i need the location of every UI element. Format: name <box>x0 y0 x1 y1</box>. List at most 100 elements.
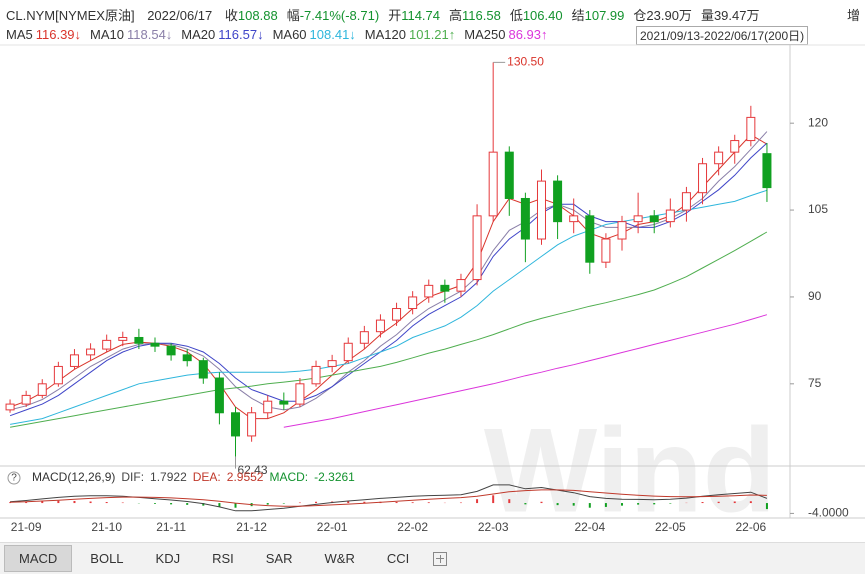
macd-bar <box>766 503 768 509</box>
help-text[interactable]: ? <box>11 473 17 484</box>
legend-value: 1.7922 <box>150 470 187 484</box>
candle-body <box>731 141 739 153</box>
candle-body <box>38 384 46 396</box>
legend-value: 2.9552 <box>227 470 264 484</box>
candle-body <box>151 343 159 346</box>
indicator-name: MACD(12,26,9) <box>32 470 115 484</box>
candle-body <box>425 285 433 297</box>
macd-title: MACD(12,26,9) DIF: 1.7922 DEA: 2.9552 MACD: -2… <box>32 470 355 484</box>
legend-name: DEA: <box>193 470 221 484</box>
tab[interactable]: BOLL <box>76 546 137 571</box>
y-tick-label: 90 <box>808 289 822 303</box>
x-tick-label: 22-05 <box>655 520 686 534</box>
macd-bar <box>718 502 720 503</box>
macd-bar <box>540 502 542 503</box>
candle-body <box>602 239 610 262</box>
x-tick-label: 21-12 <box>236 520 267 534</box>
tab[interactable]: CCI <box>373 546 423 571</box>
macd-bar <box>267 503 269 505</box>
y-tick-label: 105 <box>808 202 828 216</box>
candle-body <box>409 297 417 309</box>
candle-body <box>489 152 497 216</box>
ma-line <box>10 135 767 419</box>
candle-body <box>103 340 111 349</box>
macd-bar <box>524 503 526 504</box>
y-tick-label: -4.0000 <box>808 506 849 520</box>
legend-name: MACD: <box>269 470 308 484</box>
candle-body <box>22 395 30 404</box>
tab[interactable]: KDJ <box>142 546 195 571</box>
y-tick-label: 75 <box>808 376 822 390</box>
candle-body <box>457 280 465 292</box>
macd-bar <box>186 503 188 505</box>
x-tick-label: 21-09 <box>11 520 42 534</box>
macd-bar <box>508 499 510 503</box>
macd-bar <box>170 503 172 504</box>
x-tick-label: 21-11 <box>156 520 186 534</box>
macd-bar <box>460 503 462 504</box>
macd-bar <box>315 502 317 503</box>
x-tick-label: 22-01 <box>317 520 348 534</box>
tab[interactable]: SAR <box>252 546 307 571</box>
candle-body <box>537 181 545 239</box>
macd-bar <box>73 501 75 503</box>
candle-body <box>248 413 256 436</box>
macd-bar <box>557 503 559 505</box>
x-tick-label: 22-06 <box>735 520 766 534</box>
macd-bar <box>573 503 575 506</box>
legend-name: DIF: <box>121 470 144 484</box>
candle-body <box>215 378 223 413</box>
macd-bar <box>621 503 623 506</box>
candle-body <box>586 216 594 262</box>
candle-body <box>87 349 95 355</box>
add-tab[interactable] <box>433 552 447 566</box>
macd-bar <box>122 503 124 504</box>
candle-body <box>70 355 78 367</box>
x-tick-label: 22-04 <box>574 520 605 534</box>
macd-bar <box>428 502 430 503</box>
macd-bar <box>637 503 639 505</box>
candle-body <box>360 332 368 344</box>
legend-value: -2.3261 <box>314 470 355 484</box>
macd-bar <box>605 503 607 507</box>
candle-body <box>328 361 336 367</box>
candle-body <box>344 343 352 360</box>
macd-bar <box>750 501 752 503</box>
x-tick-label: 21-10 <box>91 520 122 534</box>
candle-body <box>199 361 207 378</box>
macd-bar <box>492 495 494 503</box>
x-tick-label: 22-02 <box>397 520 428 534</box>
candle-body <box>554 181 562 222</box>
candle-body <box>473 216 481 280</box>
ma-line <box>10 132 767 410</box>
candle-body <box>312 366 320 383</box>
candle-body <box>280 401 288 404</box>
y-tick-label: 120 <box>808 115 828 129</box>
candle-body <box>650 216 658 222</box>
macd-bar <box>653 503 655 504</box>
tab[interactable]: W&R <box>311 546 369 571</box>
macd-bar <box>396 502 398 503</box>
candle-body <box>264 401 272 413</box>
macd-bar <box>476 499 478 503</box>
ma-line <box>10 190 767 424</box>
max-label: 130.50 <box>507 55 544 69</box>
tab[interactable]: RSI <box>198 546 248 571</box>
candle-body <box>747 117 755 140</box>
tab[interactable]: MACD <box>4 545 72 572</box>
candle-body <box>634 216 642 222</box>
candle-body <box>6 404 14 410</box>
macd-bar <box>589 503 591 508</box>
macd-bar <box>702 502 704 503</box>
candle-body <box>119 337 127 340</box>
candle-body <box>376 320 384 332</box>
macd-bar <box>299 503 301 504</box>
macd-bar <box>283 503 285 504</box>
macd-bar <box>669 503 671 504</box>
candle-body <box>715 152 723 164</box>
x-tick-label: 22-03 <box>478 520 509 534</box>
macd-bar <box>154 503 156 504</box>
